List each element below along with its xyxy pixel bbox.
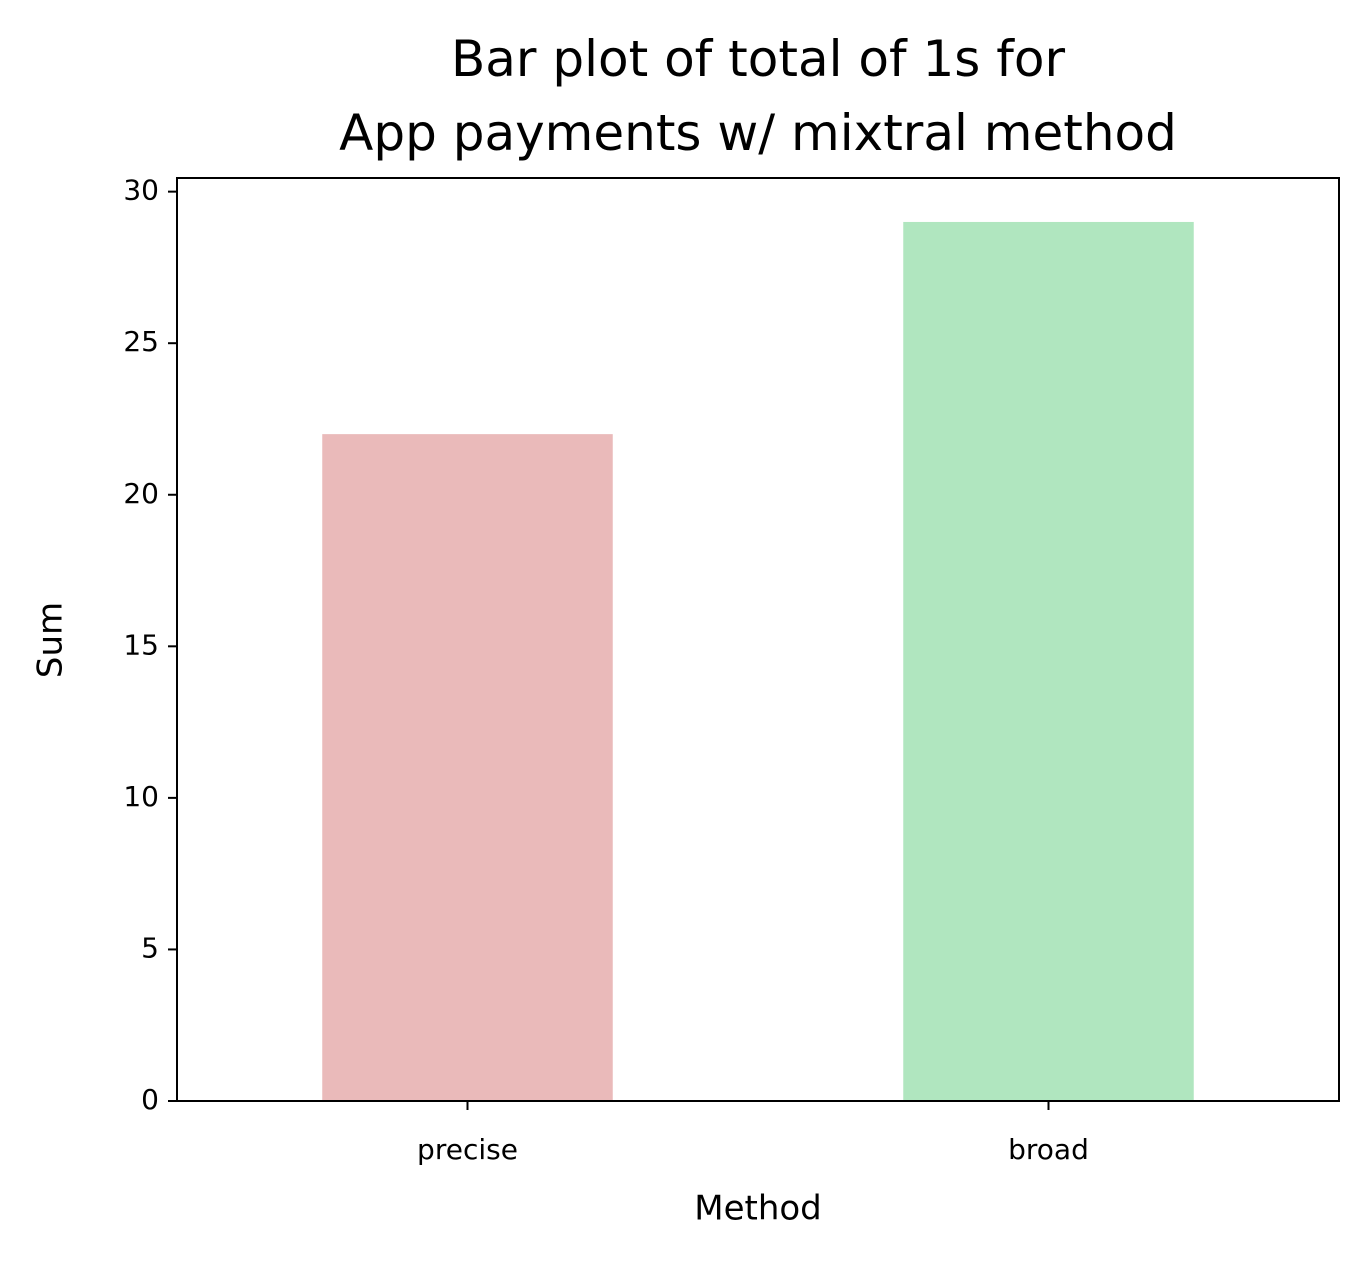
y-tick-label: 10 xyxy=(123,780,159,813)
y-tick-label: 25 xyxy=(123,325,159,358)
y-tick-label: 15 xyxy=(123,628,159,661)
chart-title: Bar plot of total of 1s for App payments… xyxy=(339,30,1177,162)
y-tick-label: 5 xyxy=(141,931,159,964)
y-tick-label: 20 xyxy=(123,477,159,510)
x-axis-label: Method xyxy=(694,1189,822,1229)
x-tick-label: precise xyxy=(417,1133,518,1166)
x-tick-label: broad xyxy=(1008,1133,1089,1166)
y-axis-label: Sum xyxy=(31,602,71,678)
y-tick-label: 30 xyxy=(123,174,159,207)
y-tick-label: 0 xyxy=(141,1083,159,1116)
plot-frame xyxy=(176,177,1340,1102)
bar xyxy=(322,434,613,1101)
bar xyxy=(903,221,1194,1101)
